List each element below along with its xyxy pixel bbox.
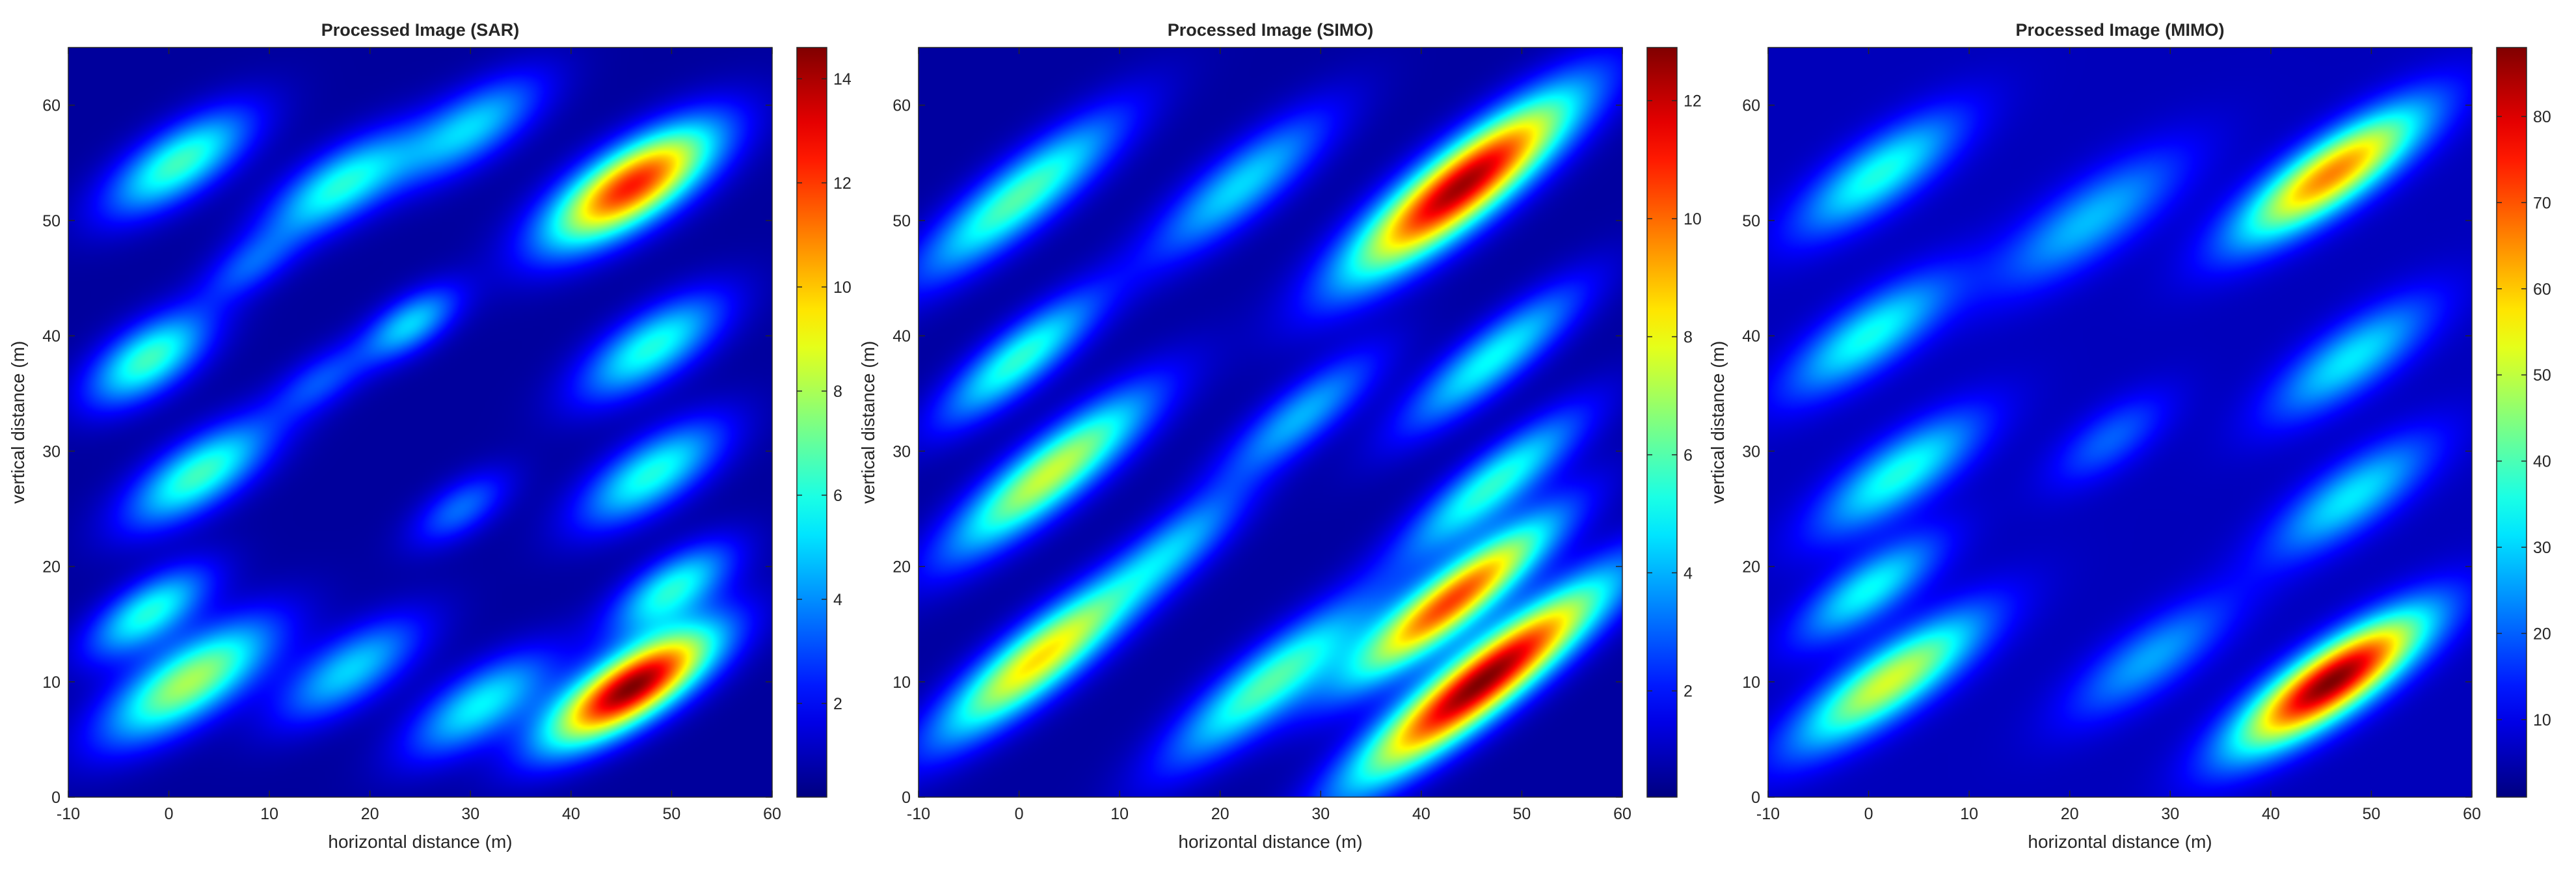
colorbar-tick-label: 8 — [833, 383, 842, 401]
x-tick-label: -10 — [57, 805, 80, 823]
x-tick-label: 20 — [361, 805, 379, 823]
chart-title: Processed Image (SAR) — [321, 20, 520, 40]
y-tick-label: 40 — [892, 327, 911, 346]
x-tick-label: 40 — [1412, 805, 1430, 823]
x-tick-label: 0 — [165, 805, 174, 823]
y-tick-label: 40 — [1742, 327, 1760, 346]
x-tick-label: 10 — [1110, 805, 1129, 823]
y-tick-label: 30 — [42, 442, 60, 461]
colorbar-tick-label: 10 — [1684, 210, 1702, 228]
colorbar-tick-label: 8 — [1684, 328, 1693, 346]
colorbar-tick-label: 6 — [1684, 446, 1693, 465]
y-tick-label: 20 — [1742, 558, 1760, 577]
x-axis-label: horizontal distance (m) — [328, 832, 512, 852]
y-tick-label: 40 — [42, 327, 60, 346]
y-tick-label: 50 — [892, 212, 911, 230]
x-tick-label: 20 — [2061, 805, 2079, 823]
colorbar-tick-label: 14 — [833, 70, 852, 88]
x-tick-label: 30 — [1311, 805, 1330, 823]
x-tick-label: 10 — [1960, 805, 1978, 823]
x-tick-label: 20 — [1211, 805, 1229, 823]
chart-title: Processed Image (SIMO) — [1168, 20, 1374, 40]
colorbar-tick-label: 50 — [2533, 366, 2551, 385]
x-tick-label: 60 — [2463, 805, 2481, 823]
colorbar-tick-label: 80 — [2533, 108, 2551, 126]
x-tick-label: 50 — [663, 805, 681, 823]
plot-frame — [918, 47, 1623, 798]
x-tick-label: 40 — [562, 805, 580, 823]
colorbar-tick-label: 4 — [833, 591, 842, 609]
y-tick-label: 20 — [42, 558, 60, 577]
y-tick-label: 10 — [1742, 673, 1760, 692]
heatmap-image — [68, 48, 772, 797]
colorbar-tick-label: 4 — [1684, 564, 1693, 582]
x-tick-label: -10 — [907, 805, 930, 823]
x-tick-label: -10 — [1756, 805, 1780, 823]
y-tick-label: 60 — [1742, 97, 1760, 115]
colorbar-tick-label: 2 — [833, 695, 842, 713]
y-axis-label: vertical distance (m) — [1708, 341, 1728, 504]
x-axis-label: horizontal distance (m) — [1178, 832, 1362, 852]
plot-frame — [1767, 47, 2473, 798]
colorbar — [796, 47, 827, 798]
x-tick-label: 30 — [2161, 805, 2179, 823]
colorbar-tick-label: 70 — [2533, 194, 2551, 212]
y-tick-label: 30 — [892, 442, 911, 461]
colorbar-tick-label: 6 — [833, 487, 842, 505]
y-tick-label: 50 — [42, 212, 60, 230]
x-axis-label: horizontal distance (m) — [2028, 832, 2212, 852]
y-axis-label: vertical distance (m) — [858, 341, 878, 504]
y-tick-label: 10 — [42, 673, 60, 692]
colorbar-tick-label: 30 — [2533, 539, 2551, 557]
y-tick-label: 0 — [1751, 789, 1760, 807]
colorbar-tick-label: 20 — [2533, 625, 2551, 643]
x-tick-label: 50 — [2363, 805, 2381, 823]
colorbar-tick-label: 12 — [1684, 92, 1702, 111]
x-tick-label: 0 — [1864, 805, 1873, 823]
chart-title: Processed Image (MIMO) — [2015, 20, 2224, 40]
y-tick-label: 0 — [51, 789, 60, 807]
colorbar-tick-label: 12 — [833, 174, 852, 193]
colorbar — [2496, 47, 2527, 798]
x-tick-label: 60 — [763, 805, 781, 823]
y-tick-label: 60 — [42, 97, 60, 115]
x-tick-label: 60 — [1613, 805, 1631, 823]
y-tick-label: 30 — [1742, 442, 1760, 461]
plot-frame — [68, 47, 773, 798]
colorbar — [1646, 47, 1678, 798]
colorbar-tick-label: 2 — [1684, 683, 1693, 701]
y-tick-label: 0 — [902, 789, 911, 807]
heatmap-image — [919, 48, 1622, 797]
y-tick-label: 60 — [892, 97, 911, 115]
x-tick-label: 40 — [2262, 805, 2280, 823]
y-tick-label: 50 — [1742, 212, 1760, 230]
x-tick-label: 30 — [461, 805, 479, 823]
colorbar-tick-label: 60 — [2533, 280, 2551, 299]
heatmap-image — [1768, 48, 2472, 797]
colorbar-tick-label: 40 — [2533, 453, 2551, 471]
x-tick-label: 10 — [260, 805, 278, 823]
y-tick-label: 10 — [892, 673, 911, 692]
y-axis-label: vertical distance (m) — [8, 341, 28, 504]
x-tick-label: 0 — [1015, 805, 1024, 823]
colorbar-tick-label: 10 — [833, 279, 852, 297]
x-tick-label: 50 — [1513, 805, 1531, 823]
colorbar-tick-label: 10 — [2533, 711, 2551, 729]
y-tick-label: 20 — [892, 558, 911, 577]
